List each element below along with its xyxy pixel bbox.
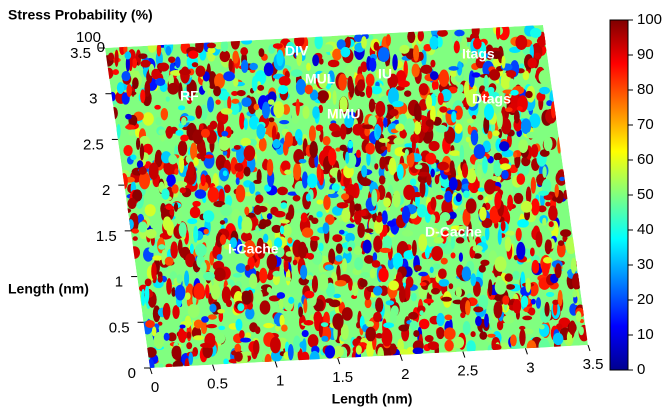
x-tick-label: 0.5 (207, 376, 228, 393)
annotation: Dtags (472, 91, 511, 107)
x-tick-label: 1.5 (332, 369, 353, 386)
x-tick (274, 361, 278, 368)
annotations: DIV MUL IU Itags RF MMU Dtags I-Cache D-… (180, 43, 511, 257)
x-tick-label: 3 (526, 359, 534, 376)
y-tick-label: 0.5 (109, 319, 130, 336)
colorbar-tick-label: 60 (637, 151, 654, 168)
x-tick-label: 3.5 (583, 356, 604, 373)
colorbar-tick-label: 80 (637, 81, 654, 98)
y-tick-label: 3.5 (70, 45, 91, 62)
surface (105, 25, 588, 368)
x-tick-label: 2.5 (457, 363, 478, 380)
colorbar-tick-label: 30 (637, 256, 654, 273)
y-tick-label: 2.5 (83, 136, 104, 153)
x-tick (524, 348, 528, 355)
annotation: DIV (285, 43, 309, 59)
colorbar-tick-label: 20 (637, 291, 654, 308)
colorbar-tick-label: 0 (637, 361, 645, 378)
colorbar (609, 19, 629, 371)
annotation: RF (180, 88, 199, 104)
y-tick-label: 1 (115, 274, 123, 291)
annotation: MUL (305, 71, 336, 87)
z-tick-label: 0 (97, 39, 105, 56)
y-tick-label: 3 (89, 91, 97, 108)
x-tick-label: 1 (276, 372, 284, 389)
colorbar-tick-label: 90 (637, 46, 654, 63)
x-tick (149, 367, 153, 375)
x-tick-label: 2 (401, 366, 409, 383)
y-tick-label: 0 (128, 365, 136, 382)
annotation: I-Cache (228, 241, 279, 257)
z-axis-label: Stress Probability (%) (8, 7, 153, 23)
x-tick (587, 344, 591, 352)
x-tick (399, 354, 403, 362)
colorbar-tick-label: 40 (637, 221, 654, 238)
z-tick-label: 100 (76, 29, 101, 46)
annotation: MMU (327, 106, 360, 122)
x-tick (212, 364, 216, 371)
colorbar-tick-label: 50 (637, 186, 654, 203)
x-tick (462, 351, 466, 358)
annotation: IU (378, 66, 392, 82)
colorbar-tick-label: 10 (637, 326, 654, 343)
x-tick-label: 0 (151, 379, 159, 396)
colorbar-tick-label: 100 (637, 11, 662, 28)
x-axis-label: Length (nm) (332, 391, 413, 407)
annotation: D-Cache (425, 224, 482, 240)
annotation: Itags (462, 46, 495, 62)
y-tick-label: 1.5 (96, 228, 117, 245)
y-tick-label: 2 (102, 182, 110, 199)
colorbar-tick-label: 70 (637, 116, 654, 133)
x-tick (337, 357, 341, 365)
y-axis-label: Length (nm) (8, 281, 89, 297)
